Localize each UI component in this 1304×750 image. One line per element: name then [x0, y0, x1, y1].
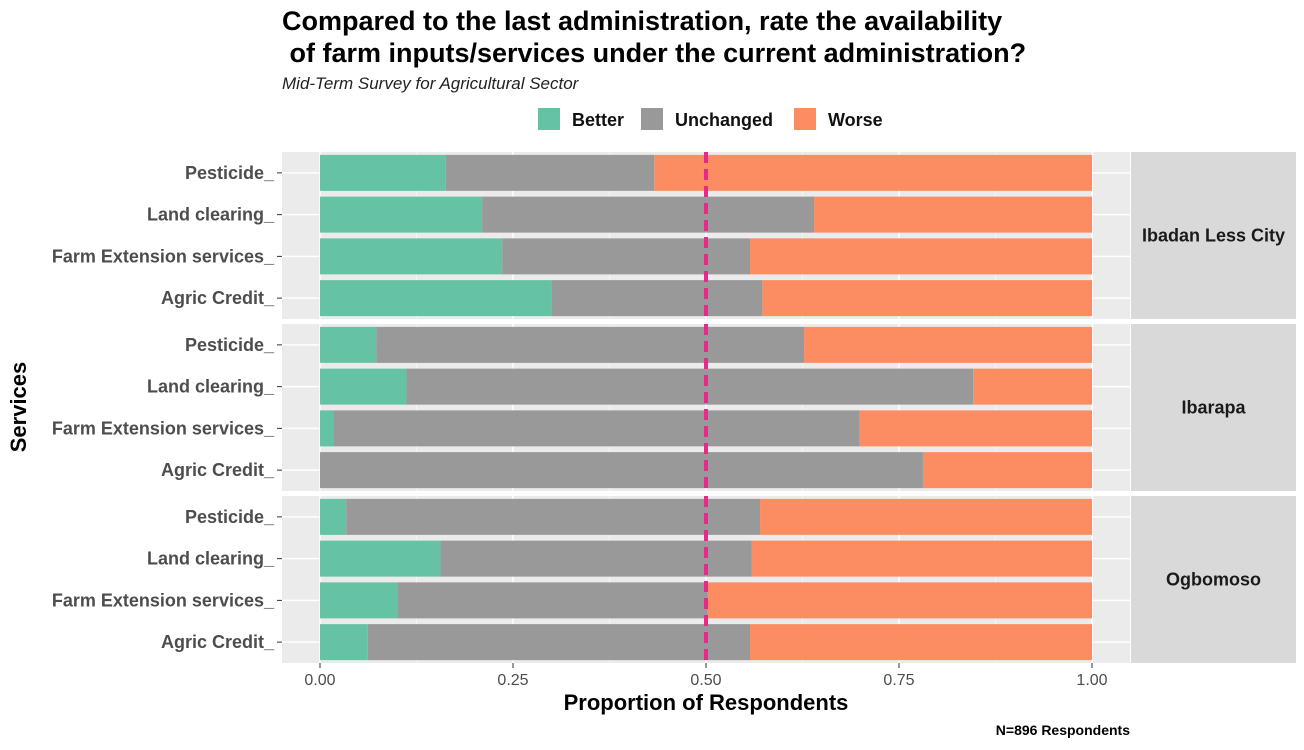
y-tick-label: Pesticide_	[185, 507, 275, 527]
bar-ibadan-less-city-land-clearing-worse	[814, 196, 1092, 233]
legend-label-worse: Worse	[828, 110, 883, 130]
bar-ogbomoso-pesticide-better	[320, 498, 347, 535]
bar-ibarapa-land-clearing-unchanged	[406, 368, 974, 405]
chart-caption: N=896 Respondents	[996, 722, 1130, 738]
y-tick-label: Agric Credit_	[161, 460, 275, 480]
legend-entry-worse: Worse	[794, 108, 883, 130]
facet-strip-label: Ibarapa	[1181, 398, 1246, 418]
bar-ogbomoso-land-clearing-better	[320, 540, 441, 577]
y-tick-label: Pesticide_	[185, 335, 275, 355]
bar-ogbomoso-agric-credit-unchanged	[367, 624, 751, 661]
facet-strip	[1131, 324, 1296, 491]
bar-ogbomoso-land-clearing-worse	[751, 540, 1092, 577]
legend-label-better: Better	[572, 110, 624, 130]
x-tick-label: 0.75	[883, 672, 914, 689]
facet-panels: Pesticide_ Land clearing_ Farm Extension s…	[52, 152, 1296, 663]
bar-ibarapa-agric-credit-worse	[922, 452, 1092, 489]
y-tick-label: Pesticide_	[185, 163, 275, 183]
legend-swatch-better	[538, 108, 560, 130]
bar-ibadan-less-city-pesticide-better	[320, 154, 446, 191]
bar-ogbomoso-agric-credit-better	[320, 624, 368, 661]
legend-entry-better: Better	[538, 108, 624, 130]
bar-ibadan-less-city-agric-credit-better	[320, 280, 552, 317]
y-tick-label: Land clearing_	[147, 377, 275, 397]
y-tick-label: Farm Extension services_	[52, 418, 275, 438]
panel-ibarapa: Pesticide_ Land clearing_ Farm Extension s…	[52, 324, 1296, 491]
x-axis: 0.00 0.25 0.50 0.75 1.00	[304, 663, 1108, 689]
bar-ibarapa-pesticide-worse	[804, 326, 1092, 363]
legend-swatch-unchanged	[641, 108, 663, 130]
x-tick-label: 0.00	[304, 672, 335, 689]
x-tick-label: 0.50	[690, 672, 721, 689]
chart-title-line1: Compared to the last administration, rat…	[282, 6, 1002, 36]
bar-ibadan-less-city-pesticide-worse	[654, 154, 1092, 191]
bar-ibarapa-farm-extension-services-worse	[859, 410, 1092, 447]
facet-strip-label: Ibadan Less City	[1142, 226, 1285, 246]
facet-strip	[1131, 496, 1296, 663]
x-tick-label: 1.00	[1076, 672, 1107, 689]
bar-ibarapa-pesticide-unchanged	[376, 326, 805, 363]
bar-ibarapa-farm-extension-services-better	[320, 410, 334, 447]
y-tick-label: Farm Extension services_	[52, 590, 275, 610]
y-tick-label: Agric Credit_	[161, 288, 275, 308]
y-tick-label: Land clearing_	[147, 549, 275, 569]
facet-strip-label: Ogbomoso	[1166, 570, 1261, 590]
panel-ibadan-less-city: Pesticide_ Land clearing_ Farm Extension s…	[52, 152, 1296, 319]
bar-ibarapa-land-clearing-worse	[973, 368, 1092, 405]
bar-ogbomoso-farm-extension-services-better	[320, 582, 398, 619]
bar-ogbomoso-farm-extension-services-unchanged	[397, 582, 708, 619]
bar-ogbomoso-farm-extension-services-worse	[707, 582, 1092, 619]
bar-ibadan-less-city-agric-credit-unchanged	[551, 280, 763, 317]
y-tick-label: Farm Extension services_	[52, 246, 275, 266]
bar-ibadan-less-city-land-clearing-unchanged	[482, 196, 815, 233]
y-tick-label: Land clearing_	[147, 205, 275, 225]
bar-ibadan-less-city-farm-extension-services-worse	[750, 238, 1092, 275]
y-axis-title: Services	[6, 362, 31, 453]
bar-ibadan-less-city-pesticide-unchanged	[445, 154, 655, 191]
bar-ibarapa-land-clearing-better	[320, 368, 407, 405]
bar-ogbomoso-land-clearing-unchanged	[440, 540, 752, 577]
chart-subtitle: Mid-Term Survey for Agricultural Sector	[282, 74, 580, 93]
bar-ibarapa-agric-credit-unchanged	[320, 452, 923, 489]
bar-ibadan-less-city-farm-extension-services-better	[320, 238, 503, 275]
bar-ibarapa-pesticide-better	[320, 326, 377, 363]
bar-ogbomoso-pesticide-worse	[760, 498, 1092, 535]
panel-ogbomoso: Pesticide_ Land clearing_ Farm Extension s…	[52, 496, 1296, 663]
x-tick-label: 0.25	[497, 672, 528, 689]
y-tick-label: Agric Credit_	[161, 632, 275, 652]
bar-ibadan-less-city-farm-extension-services-unchanged	[502, 238, 751, 275]
chart-title-line2: of farm inputs/services under the curren…	[282, 38, 1026, 68]
x-axis-title: Proportion of Respondents	[564, 690, 849, 715]
bar-ibarapa-farm-extension-services-unchanged	[333, 410, 860, 447]
legend-label-unchanged: Unchanged	[675, 110, 773, 130]
bar-ogbomoso-pesticide-unchanged	[346, 498, 761, 535]
legend-swatch-worse	[794, 108, 816, 130]
bar-ibadan-less-city-land-clearing-better	[320, 196, 483, 233]
legend: Better Unchanged Worse	[538, 108, 883, 130]
bar-ogbomoso-agric-credit-worse	[750, 624, 1092, 661]
facet-strip	[1131, 152, 1296, 319]
legend-entry-unchanged: Unchanged	[641, 108, 773, 130]
bar-ibadan-less-city-agric-credit-worse	[762, 280, 1092, 317]
